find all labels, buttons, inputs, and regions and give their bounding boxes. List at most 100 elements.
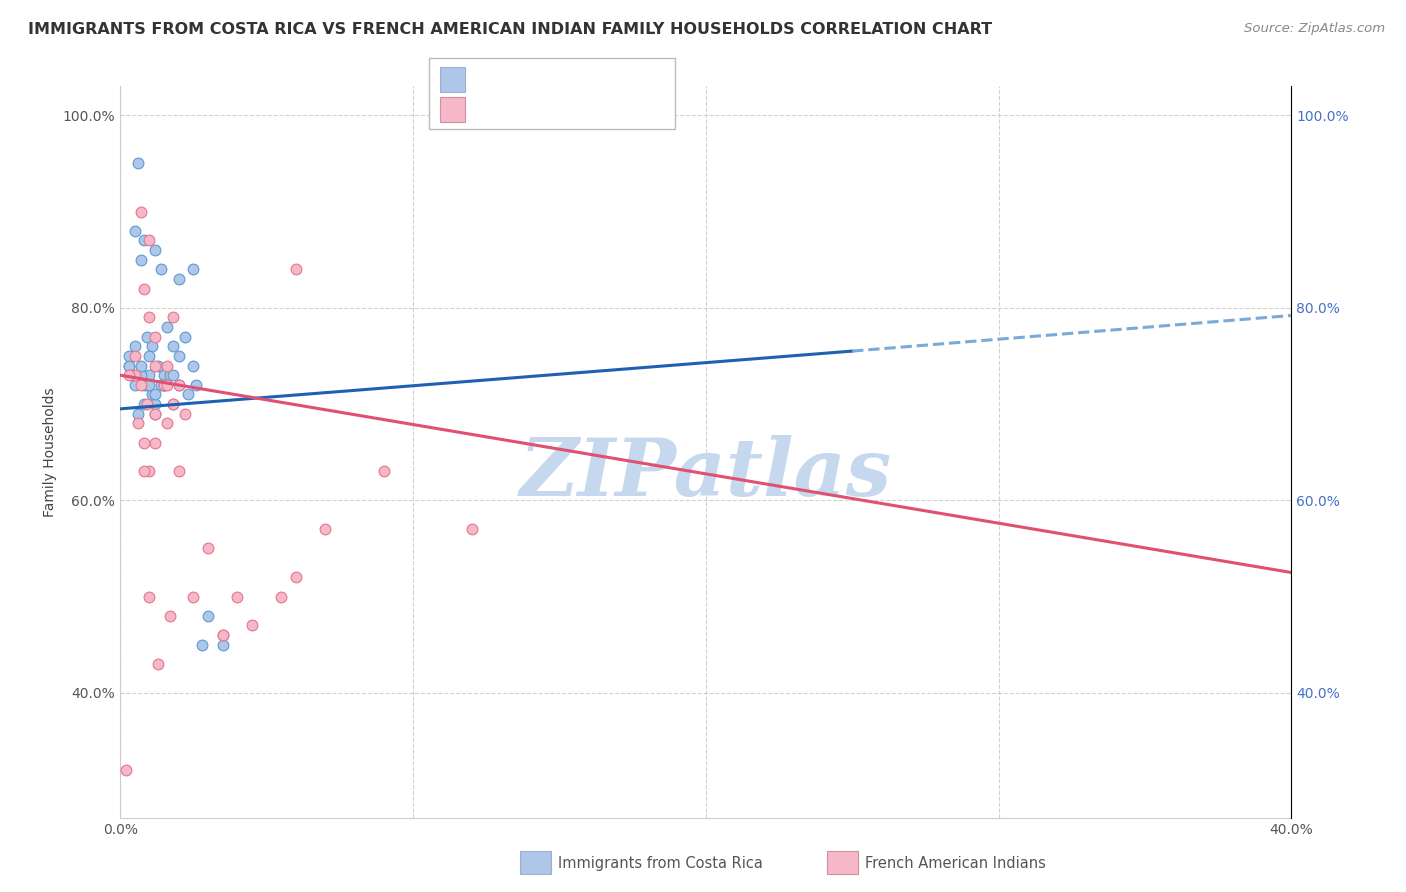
Text: French American Indians: French American Indians — [865, 856, 1046, 871]
Point — [153, 377, 176, 392]
Text: 43: 43 — [576, 113, 598, 128]
Point — [148, 359, 170, 373]
Text: R =: R = — [474, 79, 508, 94]
Point — [135, 377, 157, 392]
Text: ZIPatlas: ZIPatlas — [520, 435, 891, 513]
Point — [211, 638, 233, 652]
Point — [183, 359, 205, 373]
Point — [167, 465, 190, 479]
Point — [314, 522, 336, 536]
Point — [183, 590, 205, 604]
Point — [167, 272, 190, 286]
Point — [373, 465, 395, 479]
Text: N =: N = — [548, 79, 582, 94]
Point — [141, 387, 163, 401]
Point — [124, 377, 146, 392]
Text: N =: N = — [548, 113, 582, 128]
Point — [143, 243, 166, 257]
Point — [156, 359, 179, 373]
Point — [191, 638, 214, 652]
Point — [118, 359, 141, 373]
Point — [129, 377, 152, 392]
Point — [138, 377, 160, 392]
Point — [127, 156, 149, 170]
Point — [127, 368, 149, 383]
Text: 0.099: 0.099 — [505, 79, 548, 94]
Point — [129, 204, 152, 219]
Point — [132, 435, 155, 450]
Point — [129, 359, 152, 373]
Point — [118, 368, 141, 383]
Point — [143, 329, 166, 343]
Point — [121, 368, 143, 383]
Point — [143, 435, 166, 450]
Point — [156, 377, 179, 392]
Point — [124, 224, 146, 238]
Point — [167, 349, 190, 363]
Point — [143, 407, 166, 421]
Point — [143, 397, 166, 411]
Point — [141, 339, 163, 353]
Point — [284, 570, 307, 584]
Point — [183, 262, 205, 277]
Point — [186, 377, 208, 392]
Point — [460, 522, 482, 536]
Point — [284, 262, 307, 277]
Point — [167, 377, 190, 392]
Point — [135, 397, 157, 411]
Point — [173, 407, 195, 421]
Point — [156, 417, 179, 431]
Point — [129, 252, 152, 267]
Point — [127, 407, 149, 421]
Text: 50: 50 — [576, 79, 598, 94]
Point — [138, 368, 160, 383]
Point — [132, 281, 155, 295]
Text: -0.204: -0.204 — [495, 113, 544, 128]
Point — [153, 368, 176, 383]
Y-axis label: Family Households: Family Households — [44, 387, 58, 517]
Point — [138, 465, 160, 479]
Point — [124, 368, 146, 383]
Point — [138, 349, 160, 363]
Point — [132, 465, 155, 479]
Point — [173, 329, 195, 343]
Point — [197, 608, 219, 623]
Point — [118, 349, 141, 363]
Point — [148, 657, 170, 671]
Point — [150, 262, 173, 277]
Point — [162, 397, 184, 411]
Point — [138, 310, 160, 325]
Point — [132, 397, 155, 411]
Point — [162, 310, 184, 325]
Point — [162, 368, 184, 383]
Point — [138, 590, 160, 604]
Point — [143, 407, 166, 421]
Point — [121, 368, 143, 383]
Point — [132, 233, 155, 247]
Point — [143, 387, 166, 401]
Point — [156, 320, 179, 334]
Point — [211, 628, 233, 642]
Point — [150, 377, 173, 392]
Point — [167, 377, 190, 392]
Point — [124, 349, 146, 363]
Point — [132, 377, 155, 392]
Point — [159, 608, 181, 623]
Point — [211, 628, 233, 642]
Point — [121, 349, 143, 363]
Point — [226, 590, 249, 604]
Text: IMMIGRANTS FROM COSTA RICA VS FRENCH AMERICAN INDIAN FAMILY HOUSEHOLDS CORRELATI: IMMIGRANTS FROM COSTA RICA VS FRENCH AME… — [28, 22, 993, 37]
Point — [197, 541, 219, 556]
Point — [124, 339, 146, 353]
Point — [159, 368, 181, 383]
Point — [143, 359, 166, 373]
Text: R =: R = — [474, 113, 508, 128]
Point — [270, 590, 292, 604]
Point — [153, 377, 176, 392]
Point — [176, 387, 198, 401]
Text: Immigrants from Costa Rica: Immigrants from Costa Rica — [558, 856, 763, 871]
Point — [135, 329, 157, 343]
Point — [129, 368, 152, 383]
Point — [138, 233, 160, 247]
Point — [153, 377, 176, 392]
